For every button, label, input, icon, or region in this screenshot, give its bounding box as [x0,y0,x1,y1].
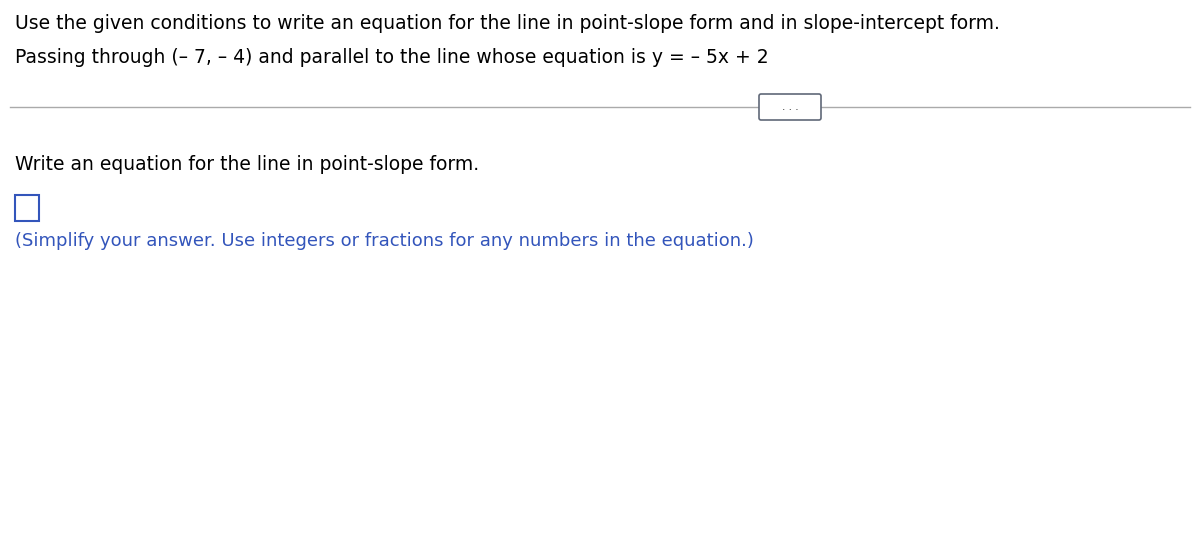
Text: . . .: . . . [781,102,798,112]
Bar [14,195,38,221]
Text: Passing through (– 7, – 4) and parallel to the line whose equation is y = – 5x +: Passing through (– 7, – 4) and parallel … [14,48,769,67]
Text: Use the given conditions to write an equation for the line in point-slope form a: Use the given conditions to write an equ… [14,14,1000,33]
FancyBboxPatch shape [760,94,821,120]
Text: (Simplify your answer. Use integers or fractions for any numbers in the equation: (Simplify your answer. Use integers or f… [14,232,754,250]
Text: Write an equation for the line in point-slope form.: Write an equation for the line in point-… [14,155,479,174]
